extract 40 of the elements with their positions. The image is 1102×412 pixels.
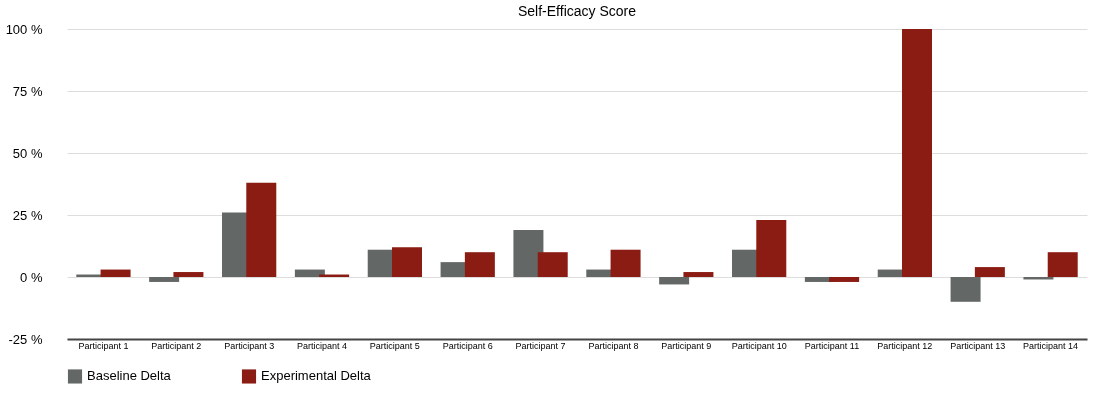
x-tick-label: Participant 14 (1023, 340, 1079, 351)
x-tick-label: Participant 2 (151, 340, 202, 351)
x-tick-label: Participant 11 (804, 340, 860, 351)
y-tick-label: 75 % (12, 83, 43, 99)
y-tick-label: 0 % (20, 269, 43, 285)
bar (902, 29, 932, 277)
bar (659, 277, 690, 285)
bar (464, 252, 495, 277)
y-tick-label: 50 % (12, 145, 43, 161)
bar (173, 272, 204, 277)
x-tick-label: Participant 6 (442, 340, 493, 351)
bar (950, 277, 981, 302)
chart-title: Self-Efficacy Score (517, 3, 637, 19)
bar (100, 269, 131, 277)
x-tick-label: Participant 9 (661, 340, 712, 351)
y-tick-label: 100 % (5, 21, 43, 37)
legend-label: Experimental Delta (261, 368, 372, 384)
bar (513, 229, 544, 277)
bar (246, 182, 277, 277)
x-tick-label: Participant 4 (296, 340, 348, 351)
x-tick-label: Participant 8 (588, 340, 639, 351)
bar (1047, 252, 1078, 277)
bar (683, 272, 714, 277)
y-tick-label: 25 % (12, 207, 43, 223)
x-tick-label: Participant 12 (877, 340, 933, 351)
bar (974, 267, 1005, 277)
x-tick-label: Participant 5 (369, 340, 420, 351)
x-tick-label: Participant 1 (78, 340, 129, 351)
legend-label: Baseline Delta (87, 368, 172, 384)
x-tick-label: Participant 7 (515, 340, 566, 351)
x-tick-label: Participant 10 (731, 340, 787, 351)
bar (537, 252, 568, 277)
bar (149, 277, 180, 282)
x-tick-label: Participant 13 (950, 340, 1006, 351)
y-tick-label: -25 % (8, 331, 43, 347)
bar (756, 219, 787, 277)
bar (392, 247, 422, 277)
x-tick-label: Participant 3 (224, 340, 275, 351)
bar (610, 249, 641, 277)
bar (829, 277, 860, 282)
